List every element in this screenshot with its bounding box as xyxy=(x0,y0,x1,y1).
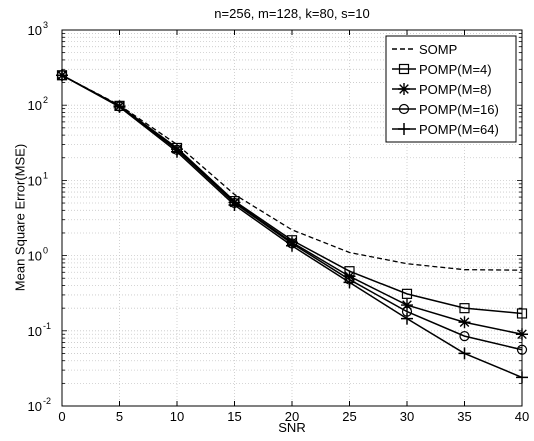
series-line xyxy=(61,74,523,271)
legend: SOMP POMP(M=4) POMP(M=8) POMP(M=16) POMP(M=6… xyxy=(385,35,517,143)
legend-entry: POMP(M=16) xyxy=(392,102,499,117)
legend-label: POMP(M=64) xyxy=(419,122,499,137)
y-axis-label: Mean Square Error(MSE) xyxy=(12,143,28,292)
data-point xyxy=(459,303,470,314)
series-lines xyxy=(56,69,528,384)
y-tick-label: 10 xyxy=(28,98,42,113)
data-point xyxy=(458,347,471,360)
data-point xyxy=(228,199,241,212)
y-tick-label: 10 xyxy=(28,324,42,339)
data-point xyxy=(401,288,413,299)
x-tick-label: 15 xyxy=(227,409,241,424)
series-pomp-m-64 xyxy=(56,69,528,384)
y-tick-label-exponent: 3 xyxy=(43,20,48,30)
data-point xyxy=(401,299,413,312)
legend-entry: POMP(M=4) xyxy=(392,62,492,77)
data-point xyxy=(113,100,126,113)
x-tick-label: 30 xyxy=(400,409,414,424)
x-tick-label: 0 xyxy=(58,409,65,424)
plot-frame xyxy=(61,29,523,407)
y-tick-label-exponent: 1 xyxy=(43,170,48,180)
x-tick-label: 20 xyxy=(285,409,299,424)
legend-entry: SOMP xyxy=(392,42,457,57)
legend-marker xyxy=(398,83,410,95)
series-somp xyxy=(61,74,523,271)
y-tick-label: 10 xyxy=(28,399,42,414)
y-tick-label: 10 xyxy=(28,23,42,38)
x-tick-label: 5 xyxy=(116,409,123,424)
data-point xyxy=(343,270,356,283)
legend-label: POMP(M=16) xyxy=(419,102,499,117)
data-point xyxy=(401,312,413,325)
legend-marker xyxy=(398,63,410,75)
x-tick-label: 25 xyxy=(342,409,356,424)
data-point xyxy=(343,276,356,289)
legend-label: SOMP xyxy=(419,42,457,57)
legend-entry: POMP(M=64) xyxy=(392,122,499,137)
y-tick-label: 10 xyxy=(28,173,42,188)
data-point xyxy=(459,331,470,342)
chart-title: n=256, m=128, k=80, s=10 xyxy=(214,6,370,21)
x-tick-label: 40 xyxy=(515,409,529,424)
x-axis-label: SNR xyxy=(278,420,306,435)
data-point xyxy=(286,239,298,252)
y-tick-label-exponent: -1 xyxy=(43,321,51,331)
data-point xyxy=(458,316,471,329)
y-tick-label: 10 xyxy=(28,249,42,264)
data-point xyxy=(171,145,183,158)
legend-label: POMP(M=8) xyxy=(419,82,492,97)
y-tick-label-exponent: 2 xyxy=(43,95,48,105)
legend-label: POMP(M=4) xyxy=(419,62,492,77)
y-tick-label-exponent: 0 xyxy=(43,246,48,256)
x-tick-label: 10 xyxy=(170,409,184,424)
legend-entry: POMP(M=8) xyxy=(392,82,492,97)
x-tick-label: 35 xyxy=(457,409,471,424)
legend-marker xyxy=(398,123,410,135)
y-tick-label-exponent: -2 xyxy=(43,396,51,406)
legend-marker xyxy=(398,103,410,115)
